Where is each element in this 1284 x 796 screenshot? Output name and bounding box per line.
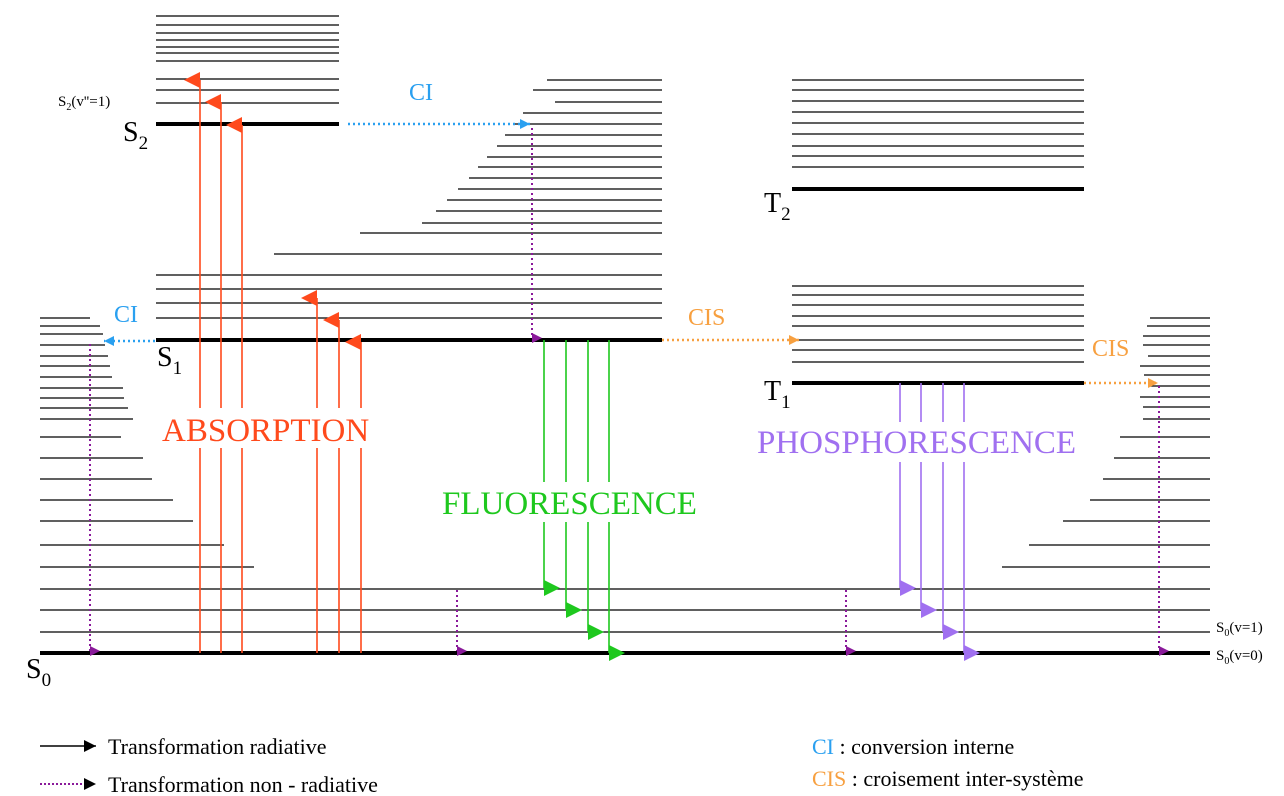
ci-label-left: CI [114,302,138,328]
phosphorescence-label: PHOSPHORESCENCE [757,425,1076,461]
s0-label: S0 [26,654,51,691]
cis-label-s1: CIS [688,305,725,331]
legend-non-radiative-label: Transformation non - radiative [108,772,378,796]
legend: Transformation radiative Transformation … [40,734,1083,796]
non-radiative-transitions [89,128,1169,656]
absorption-label: ABSORPTION [162,413,369,449]
absorption-arrows [184,72,362,653]
s2-label: S2 [123,117,148,154]
t2-label: T2 [764,188,791,225]
s2-v1-label: S2(v''=1) [58,94,110,113]
intersystem-crossing-arrows [662,335,1158,388]
t1-label: T1 [764,376,791,413]
legend-ci: CI : conversion interne [812,734,1014,759]
energy-levels [40,15,1210,655]
internal-conversion-arrows [104,119,530,346]
s0-v0-label: S0(v=0) [1216,648,1263,667]
ci-label-top: CI [409,80,433,106]
legend-cis: CIS : croisement inter-système [812,766,1083,791]
legend-radiative-label: Transformation radiative [108,734,327,759]
cis-label-t1: CIS [1092,336,1129,362]
s0-v1-label: S0(v=1) [1216,620,1263,639]
fluorescence-label: FLUORESCENCE [442,486,697,522]
s1-label: S1 [157,342,182,379]
